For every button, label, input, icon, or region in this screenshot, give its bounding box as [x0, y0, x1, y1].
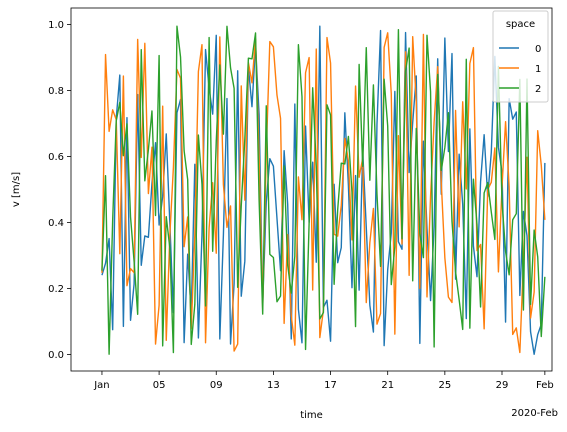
y-axis-ticks: 0.0 0.2 0.4 0.6 0.8 1.0 [48, 20, 71, 361]
legend: space 0 1 2 [492, 10, 549, 103]
legend-box [492, 10, 549, 103]
y-tick-label: 0.6 [48, 152, 64, 163]
x-tick-label: 21 [381, 380, 394, 391]
x-tick-label: 05 [153, 380, 166, 391]
legend-title: space [506, 19, 535, 30]
y-tick-label: 0.8 [48, 86, 64, 97]
y-tick-label: 0.2 [48, 284, 64, 295]
x-axis-label: time [300, 410, 323, 421]
axes [70, 7, 553, 372]
legend-label: 0 [535, 44, 541, 55]
x-tick-label: Feb [536, 380, 554, 391]
x-tick-label: 29 [496, 380, 509, 391]
y-tick-label: 0.4 [48, 218, 64, 229]
legend-entry-2: 2 [499, 84, 541, 95]
legend-label: 1 [535, 64, 541, 75]
series-lines [101, 25, 546, 355]
legend-entry-0: 0 [499, 44, 541, 55]
legend-entries: 0 1 2 [499, 44, 541, 95]
x-tick-label: 13 [267, 380, 280, 391]
x-axis-offset-label: 2020-Feb [511, 408, 558, 419]
x-tick-label: 25 [438, 380, 451, 391]
y-tick-label: 0.0 [48, 350, 64, 361]
plot-frame [70, 7, 553, 372]
x-axis-ticks: Jan 05 09 13 17 21 25 29 Feb [93, 371, 554, 391]
x-tick-label: 09 [210, 380, 223, 391]
series-line-2 [101, 25, 546, 355]
y-tick-label: 1.0 [48, 20, 64, 31]
legend-entry-1: 1 [499, 64, 541, 75]
x-tick-label: Jan [93, 380, 109, 391]
legend-label: 2 [535, 84, 541, 95]
y-axis-label: v [m/s] [11, 172, 22, 207]
x-tick-label: 17 [324, 380, 337, 391]
